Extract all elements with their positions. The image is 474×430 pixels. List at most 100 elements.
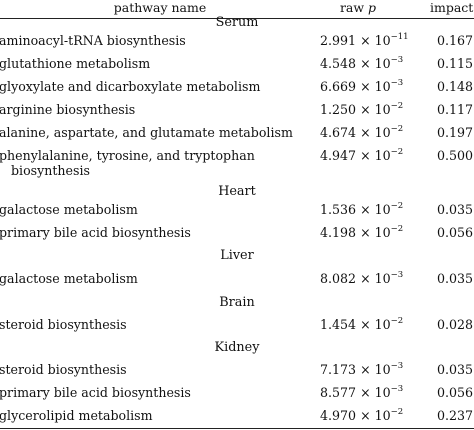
pathway-name-cell: primary bile acid biosynthesis bbox=[0, 385, 304, 400]
pathway-name-cell: glyoxylate and dicarboxylate metabolism bbox=[0, 79, 304, 94]
p-mantissa: 4.198 bbox=[320, 225, 357, 240]
p-exponent: −11 bbox=[390, 31, 409, 42]
times-ten: × 10 bbox=[356, 385, 391, 400]
pathway-name: glycerolipid metabolism bbox=[0, 408, 153, 423]
raw-p-cell: 8.082 × 10−3 bbox=[320, 271, 422, 286]
times-ten: × 10 bbox=[356, 102, 391, 117]
pathway-name-cell: alanine, aspartate, and glutamate metabo… bbox=[0, 125, 304, 140]
p-exponent: −2 bbox=[390, 406, 404, 417]
times-ten: × 10 bbox=[356, 148, 391, 163]
header-pathway-name: pathway name bbox=[113, 0, 207, 15]
pathway-name-cell: glutathione metabolism bbox=[0, 56, 304, 71]
impact-cell: 0.035 bbox=[436, 271, 473, 286]
header-rule bbox=[0, 18, 474, 19]
pathway-name-cell: galactose metabolism bbox=[0, 202, 304, 217]
raw-p-cell: 7.173 × 10−3 bbox=[320, 362, 422, 377]
pathway-name: primary bile acid biosynthesis bbox=[0, 225, 191, 240]
times-ten: × 10 bbox=[356, 317, 391, 332]
raw-p-cell: 8.577 × 10−3 bbox=[320, 385, 422, 400]
pathway-name-cell: steroid biosynthesis bbox=[0, 362, 304, 377]
p-exponent: −3 bbox=[390, 54, 404, 65]
pathway-name-cell: steroid biosynthesis bbox=[0, 317, 304, 332]
times-ten: × 10 bbox=[356, 125, 391, 140]
p-exponent: −3 bbox=[390, 360, 404, 371]
pathway-name: glutathione metabolism bbox=[0, 56, 151, 71]
times-ten: × 10 bbox=[356, 271, 391, 286]
section-label: Heart bbox=[218, 184, 256, 199]
pathway-name: steroid biosynthesis bbox=[0, 362, 127, 377]
p-mantissa: 6.669 bbox=[320, 79, 357, 94]
header-raw-label: raw bbox=[339, 0, 369, 15]
pathway-name: steroid biosynthesis bbox=[0, 317, 127, 332]
impact-cell: 0.056 bbox=[436, 225, 473, 240]
raw-p-cell: 1.250 × 10−2 bbox=[320, 102, 422, 117]
p-mantissa: 2.991 bbox=[320, 33, 357, 48]
section-label: Brain bbox=[219, 295, 255, 310]
pathway-name-continued: biosynthesis bbox=[11, 163, 90, 178]
header-impact: impact bbox=[430, 0, 474, 15]
p-mantissa: 4.970 bbox=[320, 408, 357, 423]
raw-p-cell: 4.674 × 10−2 bbox=[320, 125, 422, 140]
times-ten: × 10 bbox=[356, 408, 391, 423]
p-mantissa: 1.536 bbox=[320, 202, 357, 217]
impact-cell: 0.117 bbox=[436, 102, 473, 117]
pathway-name: alanine, aspartate, and glutamate metabo… bbox=[0, 125, 293, 140]
raw-p-cell: 1.536 × 10−2 bbox=[320, 202, 422, 217]
p-mantissa: 4.947 bbox=[320, 148, 357, 163]
times-ten: × 10 bbox=[356, 225, 391, 240]
p-mantissa: 8.577 bbox=[320, 385, 357, 400]
times-ten: × 10 bbox=[356, 56, 391, 71]
pathway-name: arginine biosynthesis bbox=[0, 102, 136, 117]
p-mantissa: 1.454 bbox=[320, 317, 357, 332]
bottom-rule bbox=[0, 428, 474, 429]
pathway-name-cell: aminoacyl-tRNA biosynthesis bbox=[0, 33, 304, 48]
section-label: Liver bbox=[220, 248, 254, 263]
raw-p-cell: 4.198 × 10−2 bbox=[320, 225, 422, 240]
pathway-name: primary bile acid biosynthesis bbox=[0, 385, 191, 400]
pathway-name-cell: phenylalanine, tyrosine, and tryptophan b… bbox=[0, 148, 304, 178]
raw-p-cell: 4.548 × 10−3 bbox=[320, 56, 422, 71]
impact-cell: 0.197 bbox=[436, 125, 473, 140]
p-exponent: −3 bbox=[390, 269, 404, 280]
p-exponent: −3 bbox=[390, 77, 404, 88]
p-exponent: −2 bbox=[390, 123, 404, 134]
section-label: Kidney bbox=[214, 340, 260, 355]
raw-p-cell: 1.454 × 10−2 bbox=[320, 317, 422, 332]
p-exponent: −2 bbox=[390, 315, 404, 326]
p-exponent: −2 bbox=[390, 223, 404, 234]
p-mantissa: 8.082 bbox=[320, 271, 357, 286]
times-ten: × 10 bbox=[356, 202, 391, 217]
pathway-name-cell: glycerolipid metabolism bbox=[0, 408, 304, 423]
pathway-name: galactose metabolism bbox=[0, 202, 138, 217]
p-exponent: −2 bbox=[390, 146, 404, 157]
pathway-name: galactose metabolism bbox=[0, 271, 138, 286]
header-raw-p: raw p bbox=[328, 0, 388, 18]
pathway-name-cell: galactose metabolism bbox=[0, 271, 304, 286]
pathway-name: glyoxylate and dicarboxylate metabolism bbox=[0, 79, 261, 94]
raw-p-cell: 6.669 × 10−3 bbox=[320, 79, 422, 94]
pathway-name-cell: arginine biosynthesis bbox=[0, 102, 304, 117]
raw-p-cell: 4.947 × 10−2 bbox=[320, 148, 422, 163]
p-exponent: −2 bbox=[390, 200, 404, 211]
impact-cell: 0.035 bbox=[436, 202, 473, 217]
p-mantissa: 1.250 bbox=[320, 102, 357, 117]
impact-cell: 0.035 bbox=[436, 362, 473, 377]
section-label: Serum bbox=[215, 15, 259, 30]
p-mantissa: 7.173 bbox=[320, 362, 357, 377]
impact-cell: 0.237 bbox=[436, 408, 473, 423]
p-exponent: −3 bbox=[390, 383, 404, 394]
impact-cell: 0.500 bbox=[436, 148, 473, 163]
header-p-variable: p bbox=[368, 0, 377, 15]
p-mantissa: 4.548 bbox=[320, 56, 357, 71]
pathway-name: phenylalanine, tyrosine, and tryptophan bbox=[0, 148, 255, 163]
impact-cell: 0.115 bbox=[436, 56, 473, 71]
pathway-name: aminoacyl-tRNA biosynthesis bbox=[0, 33, 186, 48]
raw-p-cell: 4.970 × 10−2 bbox=[320, 408, 422, 423]
impact-cell: 0.056 bbox=[436, 385, 473, 400]
times-ten: × 10 bbox=[356, 33, 391, 48]
impact-cell: 0.167 bbox=[436, 33, 473, 48]
raw-p-cell: 2.991 × 10−11 bbox=[320, 33, 422, 48]
p-mantissa: 4.674 bbox=[320, 125, 357, 140]
times-ten: × 10 bbox=[356, 79, 391, 94]
